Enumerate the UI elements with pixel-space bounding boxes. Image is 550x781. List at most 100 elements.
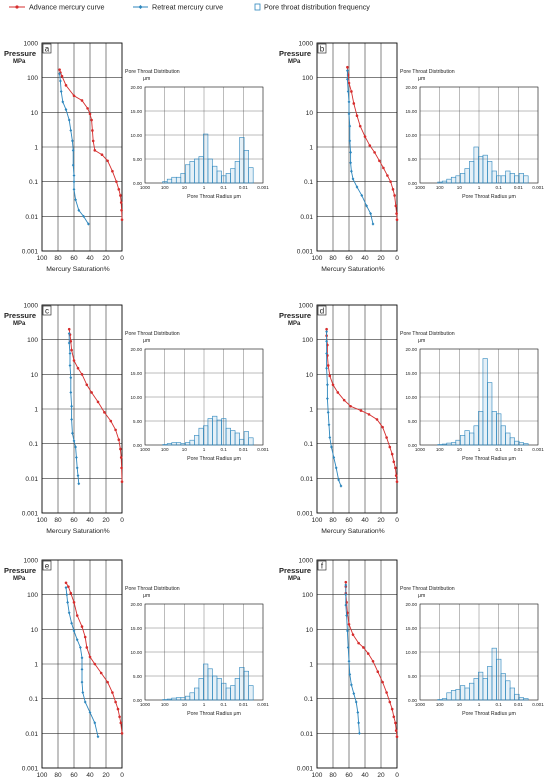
inset-y-tick: 10.00 <box>406 650 418 655</box>
retreat-point <box>345 613 348 618</box>
advance-point <box>331 383 335 387</box>
x-tick-label: 100 <box>37 772 48 779</box>
inset-bar <box>473 425 479 446</box>
x-tick-label: 0 <box>120 517 124 524</box>
inset-bar <box>491 411 497 446</box>
inset-y-tick: 20.00 <box>406 85 418 90</box>
inset-x-label: Pore Throat Radius μm <box>462 456 516 462</box>
inset-bar <box>469 682 475 701</box>
inset-bar <box>469 432 475 446</box>
advance-point <box>120 208 123 212</box>
retreat-point <box>67 118 71 122</box>
inset-bar-chart: Pore Throat Distributionμm0.005.0010.001… <box>400 69 544 200</box>
inset-unit: μm <box>418 593 425 599</box>
retreat-point <box>72 629 76 633</box>
advance-point <box>80 99 84 102</box>
inset-bar <box>225 687 231 701</box>
inset-y-tick: 0.00 <box>133 698 142 703</box>
advance-point <box>85 383 89 387</box>
retreat-point <box>96 735 100 739</box>
x-tick-label: 20 <box>377 772 385 779</box>
inset-bar <box>441 443 448 446</box>
inset-bar-chart: Pore Throat Distributionμm0.005.0010.001… <box>400 331 544 462</box>
inset-bar <box>514 440 520 446</box>
retreat-point <box>71 163 75 167</box>
inset-x-tick: 0.1 <box>220 447 227 452</box>
inset-y-tick: 10.00 <box>131 395 143 400</box>
inset-bar <box>198 427 204 446</box>
inset-y-tick: 20.00 <box>406 602 418 607</box>
plot-frame <box>41 304 123 514</box>
retreat-point <box>64 585 68 590</box>
y-tick-label: 0.1 <box>304 441 313 448</box>
panel-letter: b <box>320 45 325 54</box>
advance-point <box>352 102 356 105</box>
inset-bar <box>464 168 470 184</box>
advance-point <box>69 591 73 595</box>
advance-curve <box>346 67 398 220</box>
inset-x-tick: 100 <box>436 702 444 707</box>
advance-point <box>72 359 76 362</box>
advance-point <box>373 151 376 154</box>
inset-x-tick: 0.1 <box>495 702 502 707</box>
inset-x-tick: 0.1 <box>220 702 227 707</box>
x-tick-label: 60 <box>70 517 78 524</box>
inset-bar <box>203 425 209 446</box>
retreat-point <box>72 180 76 184</box>
retreat-point <box>346 89 350 94</box>
advance-point <box>69 339 73 343</box>
x-tick-label: 20 <box>377 517 385 524</box>
advance-point <box>393 194 396 197</box>
inset-bar <box>450 442 457 446</box>
retreat-point <box>325 351 328 356</box>
retreat-point <box>349 161 352 165</box>
inset-y-tick: 5.00 <box>133 157 142 162</box>
y-tick-label: 10 <box>306 627 314 634</box>
inset-y-tick: 20.00 <box>131 347 143 352</box>
retreat-point <box>71 431 74 435</box>
advance-point <box>120 466 123 470</box>
advance-point <box>385 691 388 694</box>
inset-bar <box>239 137 245 184</box>
y-tick-label: 1 <box>309 662 313 669</box>
advance-point <box>357 641 360 645</box>
inset-y-tick: 15.00 <box>406 109 418 114</box>
inset-bar <box>248 685 254 701</box>
advance-point <box>376 670 380 673</box>
inset-bar-chart: Pore Throat Distributionμm0.005.0010.001… <box>125 586 269 717</box>
y-tick-label: 0.01 <box>300 476 313 483</box>
inset-x-tick: 1000 <box>140 702 151 707</box>
advance-point <box>120 732 124 735</box>
inset-bar <box>243 431 249 446</box>
inset-x-tick: 0.001 <box>257 702 269 707</box>
inset-bar <box>221 682 227 701</box>
y-tick-label: 0.001 <box>22 766 39 773</box>
inset-x-tick: 0.001 <box>532 185 544 190</box>
inset-y-tick: 0.00 <box>133 181 142 186</box>
inset-bar-chart: Pore Throat Distributionμm0.005.0010.001… <box>400 586 544 717</box>
y-tick-label: 0.001 <box>297 249 314 256</box>
inset-bar <box>500 673 506 701</box>
retreat-point <box>332 455 336 460</box>
x-tick-label: 80 <box>54 517 62 524</box>
y-axis-unit: MPa <box>13 59 26 65</box>
inset-x-tick: 100 <box>436 185 444 190</box>
y-tick-label: 0.01 <box>25 731 38 738</box>
y-tick-label: 100 <box>302 75 313 82</box>
retreat-point <box>75 466 79 470</box>
inset-unit: μm <box>143 593 150 599</box>
inset-bar <box>478 156 484 184</box>
advance-point <box>117 438 121 442</box>
y-tick-label: 10 <box>31 372 39 379</box>
x-axis-label: Mercury Saturation% <box>46 528 109 535</box>
y-tick-label: 10 <box>306 372 314 379</box>
inset-x-tick: 0.001 <box>532 447 544 452</box>
retreat-point <box>77 208 81 212</box>
advance-point <box>90 391 93 394</box>
inset-bar <box>203 133 209 184</box>
retreat-point <box>80 656 84 660</box>
retreat-point <box>346 629 349 633</box>
inset-bar <box>460 685 466 701</box>
inset-bar <box>198 156 204 184</box>
x-tick-label: 100 <box>37 255 48 262</box>
